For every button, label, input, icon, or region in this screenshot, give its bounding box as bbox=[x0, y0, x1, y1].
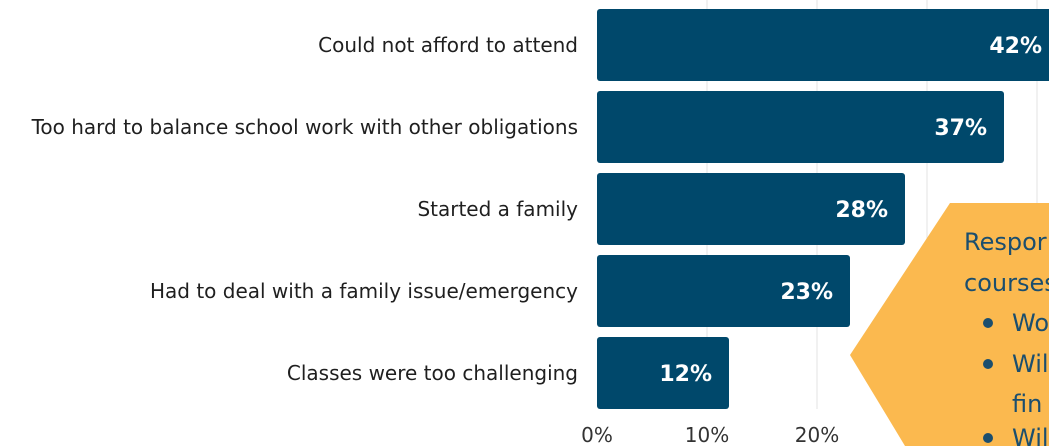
bullet-dot bbox=[983, 359, 993, 369]
callout-bullet-3: Wil bbox=[1012, 424, 1049, 446]
category-label: Had to deal with a family issue/emergenc… bbox=[150, 279, 578, 303]
callout-bullet-2: Wil bbox=[1012, 350, 1049, 378]
bar-value-label: 42% bbox=[989, 34, 1042, 59]
category-label: Too hard to balance school work with oth… bbox=[31, 115, 578, 139]
category-label: Started a family bbox=[417, 197, 578, 221]
callout-line-2: courses bbox=[964, 269, 1049, 297]
value-labels: 42% 37% 28% 23% 12% bbox=[659, 34, 1042, 387]
callout-shape bbox=[850, 203, 1049, 446]
category-label: Could not afford to attend bbox=[318, 33, 578, 57]
bar-value-label: 12% bbox=[659, 362, 712, 387]
x-axis-ticks: 0% 10% 20% bbox=[581, 423, 839, 446]
bar bbox=[597, 91, 1004, 163]
x-tick-label: 0% bbox=[581, 423, 613, 446]
category-label: Classes were too challenging bbox=[287, 361, 578, 385]
callout: Respor courses Wo Wil fin Wil bbox=[850, 203, 1049, 446]
bar-value-label: 28% bbox=[835, 198, 888, 223]
callout-bullet-2-cont: fin bbox=[1012, 390, 1042, 418]
callout-bullet-1: Wo bbox=[1012, 309, 1049, 337]
bar bbox=[597, 255, 850, 327]
bullet-dot bbox=[983, 433, 993, 443]
x-tick-label: 10% bbox=[685, 423, 729, 446]
bar-value-label: 23% bbox=[780, 280, 833, 305]
callout-line-1: Respor bbox=[964, 228, 1047, 256]
bar bbox=[597, 173, 905, 245]
bar bbox=[597, 337, 729, 409]
bar-value-label: 37% bbox=[934, 116, 987, 141]
category-labels: Could not afford to attend Too hard to ba… bbox=[31, 33, 579, 385]
bar bbox=[597, 9, 1049, 81]
x-tick-label: 20% bbox=[795, 423, 839, 446]
bars bbox=[597, 9, 1049, 409]
bullet-dot bbox=[983, 318, 993, 328]
